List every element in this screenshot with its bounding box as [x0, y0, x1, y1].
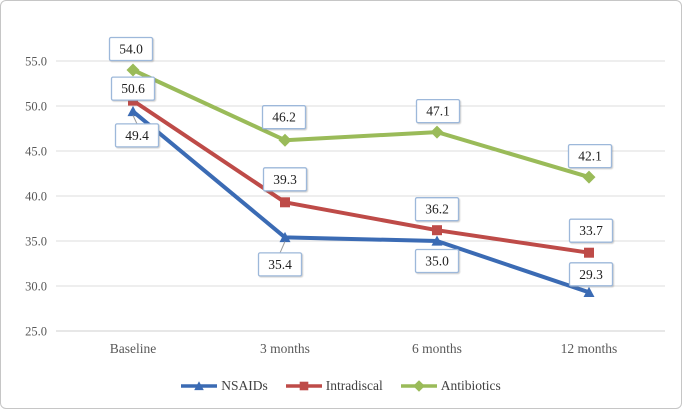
- y-axis-tick-label: 55.0: [25, 55, 47, 69]
- diamond-marker: [430, 125, 444, 139]
- data-label-text: 49.4: [125, 128, 149, 143]
- diamond-marker: [126, 63, 140, 77]
- data-label: 39.3: [262, 167, 308, 192]
- y-axis-tick-label: 25.0: [25, 325, 47, 339]
- data-label-box: [262, 167, 308, 192]
- data-label-text: 36.2: [425, 202, 449, 217]
- data-label-box: [414, 248, 460, 274]
- data-label-box: [415, 98, 461, 124]
- data-label: 35.0: [414, 248, 460, 274]
- diamond-marker: [412, 380, 425, 392]
- data-label-text: 33.7: [579, 223, 603, 238]
- data-label-box: [257, 252, 303, 277]
- data-label-box: [567, 143, 613, 169]
- label-leader-line: [279, 241, 286, 254]
- triangle-marker: [583, 286, 595, 297]
- legend-swatch: [181, 381, 218, 391]
- x-axis-category-label: Baseline: [110, 341, 157, 356]
- label-leader-line: [132, 115, 138, 125]
- data-label-box: [568, 262, 614, 287]
- data-label-box: [568, 218, 614, 243]
- data-label-text: 47.1: [426, 104, 450, 119]
- series-intradiscal: [128, 95, 594, 258]
- x-axis-category-label: 3 months: [260, 341, 310, 356]
- data-label: 54.0: [108, 36, 154, 62]
- data-label-box: [261, 105, 307, 130]
- legend-label: Antibiotics: [440, 378, 501, 393]
- data-label-box: [114, 123, 160, 148]
- x-axis-category-label: 6 months: [412, 341, 462, 356]
- series-antibiotics: [126, 63, 596, 184]
- data-label: 33.7: [568, 218, 614, 243]
- data-label-box: [110, 76, 156, 101]
- triangle-marker: [127, 105, 139, 117]
- triangle-marker: [279, 231, 291, 243]
- legend-label: Intradiscal: [325, 378, 383, 393]
- triangle-marker: [431, 235, 443, 246]
- data-label: 36.2: [414, 197, 460, 222]
- data-label-box: [108, 36, 154, 62]
- y-axis-tick-label: 50.0: [25, 100, 47, 114]
- y-axis-tick-label: 40.0: [25, 190, 47, 204]
- series-line: [131, 98, 591, 255]
- data-label-text: 29.3: [579, 267, 603, 282]
- square-marker: [584, 247, 594, 258]
- series-line: [131, 109, 591, 295]
- data-label-text: 35.4: [268, 257, 292, 272]
- legend-item-nsaids: NSAIDs: [181, 378, 268, 394]
- x-axis-category-label: 12 months: [561, 341, 618, 356]
- diamond-marker: [278, 133, 292, 147]
- series-nsaids: [127, 105, 595, 297]
- y-axis-tick-label: 35.0: [25, 235, 47, 249]
- data-label: 47.1: [415, 98, 461, 124]
- legend-item-antibiotics: Antibiotics: [400, 378, 501, 394]
- data-label: 49.4: [114, 123, 160, 148]
- square-marker: [299, 381, 309, 391]
- legend: NSAIDs Intradiscal Antibiotics: [1, 373, 681, 399]
- legend-label: NSAIDs: [221, 378, 268, 393]
- data-label: 42.1: [567, 143, 613, 169]
- legend-item-intradiscal: Intradiscal: [285, 378, 383, 394]
- data-label-text: 39.3: [273, 172, 297, 187]
- data-label-text: 42.1: [578, 149, 602, 164]
- square-marker: [280, 197, 290, 208]
- y-axis-tick-label: 30.0: [25, 280, 47, 294]
- data-label-text: 35.0: [425, 254, 449, 269]
- data-label: 35.4: [257, 252, 303, 277]
- y-axis-tick-label: 45.0: [25, 145, 47, 159]
- data-label-text: 46.2: [272, 110, 296, 125]
- diamond-marker: [582, 170, 596, 184]
- data-label: 29.3: [568, 262, 614, 287]
- legend-swatch: [285, 381, 322, 391]
- data-label-box: [414, 197, 460, 222]
- square-marker: [432, 225, 442, 236]
- legend-swatch: [400, 380, 437, 392]
- triangle-marker: [194, 381, 205, 391]
- data-label: 50.6: [110, 76, 156, 101]
- data-label-text: 54.0: [119, 42, 143, 57]
- data-label-text: 50.6: [121, 81, 145, 96]
- data-label: 46.2: [261, 105, 307, 130]
- series-line: [131, 68, 591, 180]
